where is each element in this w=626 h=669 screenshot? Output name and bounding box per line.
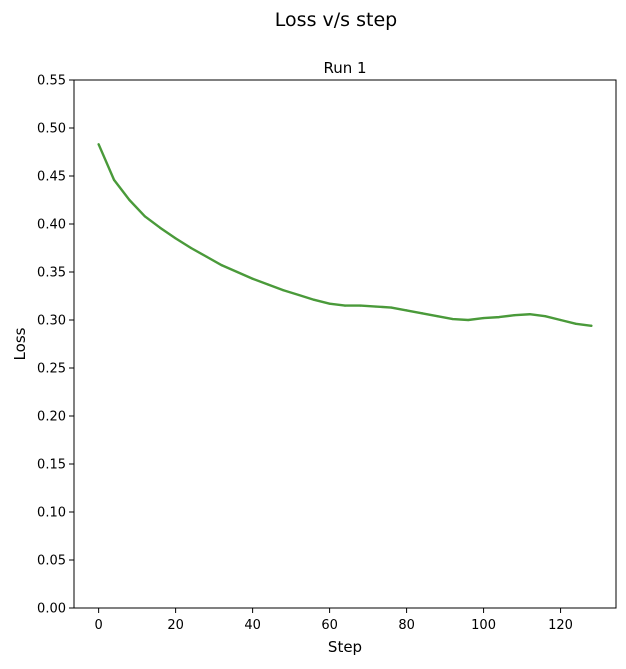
series-line-0 [97,143,593,327]
data-point [236,270,239,274]
x-tick-label: 80 [398,618,415,633]
y-tick-label: 0.40 [37,218,66,233]
y-tick-label: 0.15 [37,458,66,473]
x-tick-label: 120 [548,618,573,633]
data-point [405,309,408,312]
data-point [544,315,547,318]
series-layer [97,143,593,327]
data-point [174,237,177,240]
data-point [390,306,393,309]
data-point [143,215,146,218]
data-point [436,315,439,318]
data-point [112,178,116,181]
data-point [128,198,131,202]
y-tick-label: 0.00 [37,602,66,617]
data-point [374,305,377,308]
y-tick-label: 0.50 [37,122,66,137]
x-tick-label: 60 [321,618,338,633]
y-tick-label: 0.20 [37,410,66,425]
data-point [251,277,254,280]
y-axis: 0.00 0.05 0.10 0.15 0.20 0.25 0.30 0.35 0.40 0.45… [37,74,74,617]
y-tick-label: 0.35 [37,266,66,281]
data-point [467,318,470,322]
data-point [328,302,331,305]
y-tick-label: 0.55 [37,74,66,89]
chart-suptitle: Loss v/s step [275,9,397,31]
data-point [266,283,270,286]
chart-title: Run 1 [323,59,366,77]
y-axis-label: Loss [11,327,29,360]
y-tick-label: 0.25 [37,362,66,377]
data-point [205,255,208,258]
data-point [482,316,485,320]
x-tick-label: 0 [94,618,102,633]
data-point [574,322,578,325]
data-point [220,264,223,267]
data-point [420,312,424,315]
data-point [282,289,285,292]
y-tick-label: 0.30 [37,314,66,329]
data-point [359,304,362,307]
data-point [497,316,501,319]
data-point [513,314,516,317]
x-axis-label: Step [328,638,362,656]
data-point [343,304,347,307]
y-tick-label: 0.10 [37,506,66,521]
x-tick-label: 20 [167,618,184,633]
plot-frame [73,79,617,609]
plot-area [73,79,617,609]
data-point [528,313,531,316]
x-axis: 0 20 40 60 80 100 120 [94,608,573,633]
data-point [451,317,454,321]
x-tick-label: 40 [244,618,261,633]
data-point [189,246,193,250]
y-tick-label: 0.45 [37,170,66,185]
data-point [559,318,562,322]
x-tick-label: 100 [471,618,496,633]
data-point [297,293,300,297]
data-point [313,298,316,301]
y-tick-label: 0.05 [37,554,66,569]
data-point [590,324,593,327]
data-point [97,143,100,146]
data-point [159,226,162,229]
